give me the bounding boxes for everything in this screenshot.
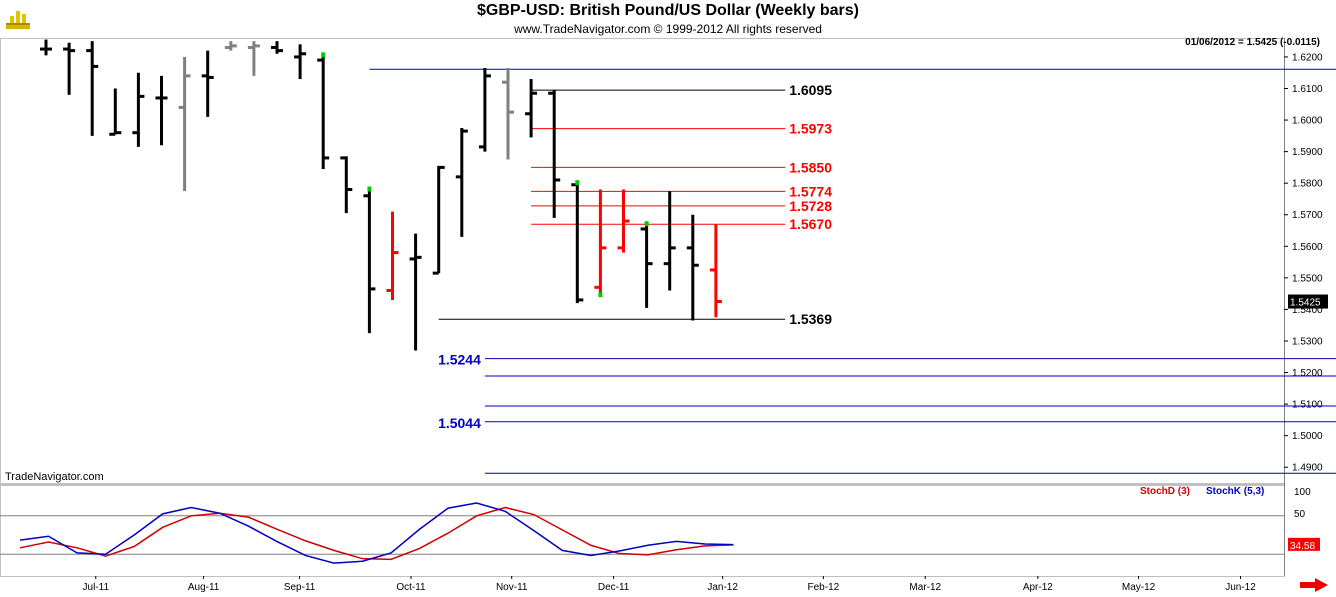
y-tick-label: 1.6000 [1292,116,1323,127]
trade-navigator-logo-icon [3,3,33,33]
stoch-last-label: 34.58 [1290,541,1315,552]
stoch-y-tick-label: 100 [1294,487,1311,498]
y-tick-label: 1.5000 [1292,431,1323,442]
x-tick-label: Feb-12 [808,582,840,593]
level-label: 1.5728 [789,198,832,214]
legend-stoch-k: StochK (5,3) [1206,486,1265,497]
level-label: 1.5244 [438,352,481,368]
level-label: 1.5044 [438,415,481,431]
stoch-panel-frame [0,485,1285,577]
brand-watermark: TradeNavigator.com [5,471,104,483]
y-tick-label: 1.6100 [1292,84,1323,95]
y-tick-label: 1.5200 [1292,368,1323,379]
signal-dot [598,292,603,298]
y-tick-label: 1.5600 [1292,242,1323,253]
y-tick-label: 1.6200 [1292,52,1323,63]
last-quote-readout: 01/06/2012 = 1.5425 (-0.0115) [1185,37,1320,48]
signal-dot [367,186,372,192]
signal-dot [321,52,326,58]
last-price-label: 1.5425 [1290,298,1321,309]
level-label: 1.5369 [789,311,832,327]
x-tick-label: Nov-11 [496,582,528,593]
last-price-marker [1288,294,1328,309]
x-tick-label: Sep-11 [284,582,316,593]
x-tick-label: Dec-11 [598,582,630,593]
x-tick-label: May-12 [1122,582,1156,593]
x-tick-label: Oct-11 [396,582,426,593]
level-label: 1.6095 [789,82,832,98]
x-tick-label: Jun-12 [1225,582,1256,593]
y-tick-label: 1.5300 [1292,336,1323,347]
level-label: 1.5774 [789,183,832,199]
stoch-y-tick-label: 50 [1294,509,1306,520]
stoch-last-marker [1288,537,1320,551]
x-tick-label: Mar-12 [909,582,941,593]
x-tick-label: Jan-12 [707,582,738,593]
signal-dot [575,180,580,186]
y-tick-label: 1.5700 [1292,210,1323,221]
y-tick-label: 1.5500 [1292,273,1323,284]
level-label: 1.5670 [789,216,832,232]
chart-title: $GBP-USD: British Pound/US Dollar (Weekl… [477,2,859,19]
stoch-d-line [19,506,734,561]
y-tick-label: 1.4900 [1292,463,1323,474]
x-tick-label: Apr-12 [1023,582,1053,593]
y-tick-label: 1.5800 [1292,179,1323,190]
signal-dot [644,221,649,227]
y-tick-label: 1.5400 [1292,305,1323,316]
level-label: 1.5850 [789,159,832,175]
stoch-k-line [19,502,734,564]
price-panel-frame [0,38,1285,484]
level-label: 1.5973 [789,121,832,137]
y-tick-label: 1.5900 [1292,147,1323,158]
x-tick-label: Aug-11 [188,582,220,593]
y-tick-label: 1.5100 [1292,400,1323,411]
chart-subtitle: www.TradeNavigator.com © 1999-2012 All r… [514,22,822,36]
legend-stoch-d: StochD (3) [1140,486,1190,497]
x-tick-label: Jul-11 [83,582,110,593]
scroll-right-arrow-icon[interactable] [1300,578,1328,592]
